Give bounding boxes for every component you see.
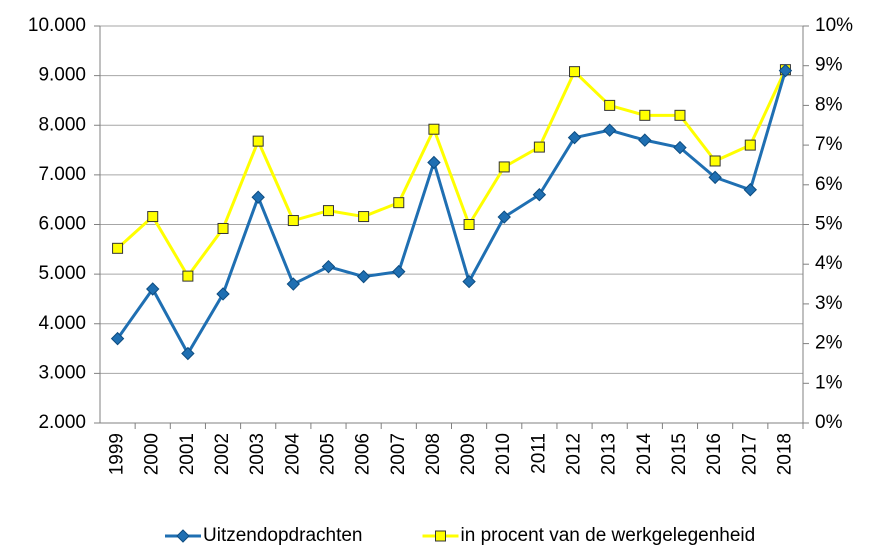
marker [569, 66, 581, 78]
marker [602, 123, 617, 137]
y-tick-label: 7.000 [38, 164, 86, 185]
marker [181, 346, 195, 361]
x-tick-label: 2016 [704, 433, 725, 475]
marker [176, 529, 190, 543]
x-tick-label: 2002 [212, 433, 233, 475]
marker [639, 109, 651, 121]
marker [322, 205, 334, 217]
marker [462, 274, 476, 289]
x-tick-label: 1999 [107, 433, 128, 475]
y2-tick-label: 7% [815, 134, 843, 155]
x-tick-label: 2004 [282, 433, 303, 476]
marker [427, 155, 441, 170]
x-tick-label: 2018 [774, 433, 795, 475]
y-tick-label: 10.000 [28, 15, 86, 36]
marker [393, 197, 405, 209]
y-tick-label: 8.000 [38, 114, 86, 135]
x-tick-label: 2012 [564, 433, 585, 475]
x-tick-label: 2013 [599, 433, 620, 475]
x-tick-label: 2009 [458, 433, 479, 475]
y2-tick-label: 8% [815, 94, 843, 115]
x-tick-label: 2001 [177, 433, 198, 475]
marker [533, 141, 545, 153]
marker [604, 99, 616, 111]
series-line [116, 70, 787, 357]
x-tick-label: 2007 [388, 433, 409, 475]
y2-tick-label: 3% [815, 293, 843, 314]
legend-label: in procent van de werkgelegenheid [461, 525, 756, 546]
marker [778, 63, 793, 78]
marker [497, 210, 511, 224]
x-tick-label: 2015 [669, 433, 690, 475]
x-tick-label: 2008 [423, 433, 444, 475]
y2-tick-label: 4% [815, 253, 843, 274]
marker [287, 215, 299, 227]
marker [638, 133, 652, 147]
marker [286, 277, 301, 291]
x-tick-label: 2011 [528, 433, 549, 474]
marker [463, 219, 475, 230]
marker [356, 269, 371, 284]
y2-tick-label: 6% [815, 174, 843, 195]
y-tick-label: 2.000 [38, 412, 86, 433]
marker [708, 170, 722, 185]
y2-tick-label: 10% [815, 15, 853, 36]
marker [673, 140, 687, 155]
marker [428, 123, 440, 135]
y-tick-label: 6.000 [38, 214, 86, 235]
marker [532, 188, 547, 202]
marker [251, 190, 265, 204]
x-tick-label: 2000 [142, 433, 163, 475]
marker [435, 530, 446, 542]
marker [321, 259, 336, 274]
x-tick-label: 2006 [353, 433, 374, 475]
marker [110, 331, 125, 346]
marker [217, 222, 229, 234]
marker [252, 135, 264, 147]
marker [392, 264, 406, 279]
y-tick-label: 5.000 [38, 263, 86, 284]
series-line [116, 69, 787, 279]
legend-label: Uitzendopdrachten [203, 525, 363, 546]
marker [567, 130, 582, 145]
x-tick-label: 2003 [247, 433, 268, 475]
x-tick-label: 2014 [634, 433, 655, 476]
marker [674, 109, 686, 121]
marker [744, 139, 756, 151]
y-tick-label: 3.000 [38, 362, 86, 383]
marker [358, 211, 370, 223]
x-tick-label: 2017 [739, 433, 760, 475]
x-tick-label: 2010 [493, 433, 514, 475]
marker [146, 282, 160, 296]
y2-tick-label: 1% [815, 372, 843, 393]
y2-tick-label: 0% [815, 412, 843, 433]
marker [182, 270, 194, 282]
y-tick-label: 9.000 [38, 65, 86, 86]
y2-tick-label: 9% [815, 55, 843, 76]
marker [709, 155, 721, 167]
marker [498, 161, 510, 173]
y-tick-label: 4.000 [38, 313, 86, 334]
y2-tick-label: 2% [815, 333, 843, 354]
y2-tick-label: 5% [815, 214, 843, 235]
marker [147, 211, 159, 223]
marker [743, 183, 757, 197]
x-tick-label: 2005 [317, 433, 338, 475]
marker [112, 242, 124, 254]
marker [216, 287, 230, 301]
